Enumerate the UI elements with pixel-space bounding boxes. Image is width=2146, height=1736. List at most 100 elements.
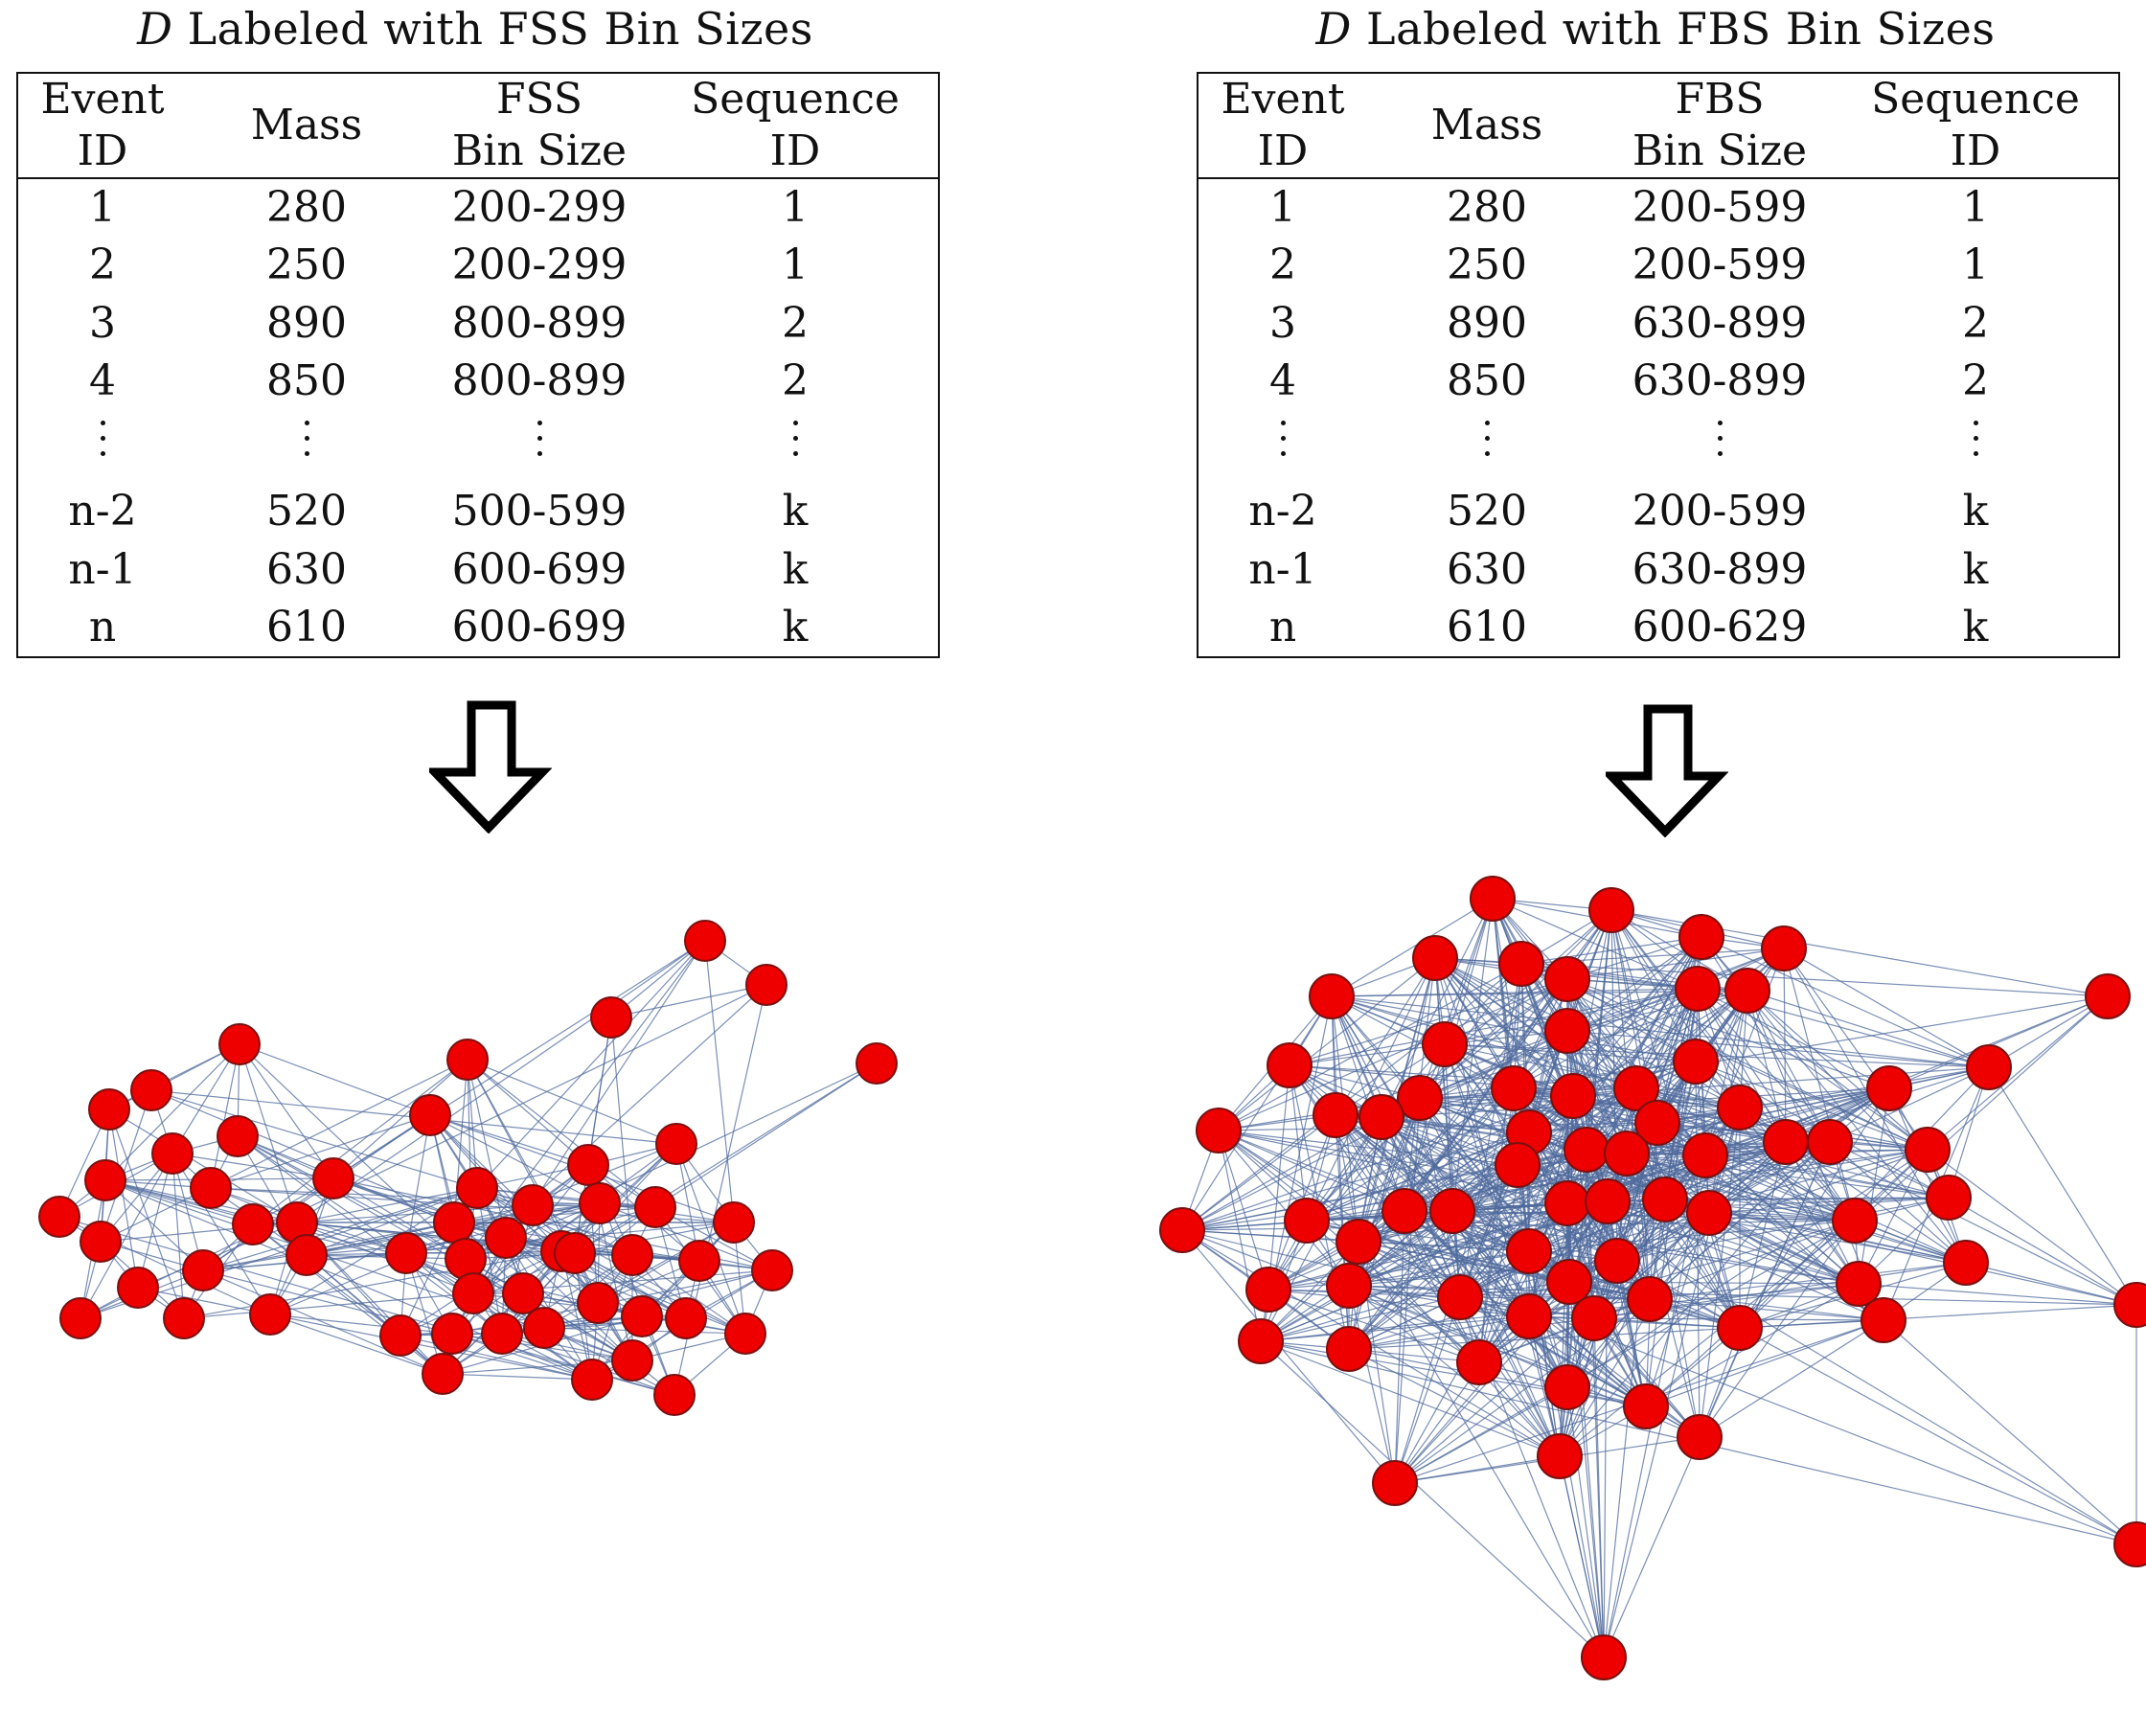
graph-node [502, 1272, 544, 1314]
graph-edge [1704, 1154, 1856, 1222]
graph-edge [1858, 1283, 2137, 1306]
fbs-table-title: D Labeled with FBS Bin Sizes [1194, 0, 2117, 57]
graph-edge [296, 940, 706, 1223]
graph-node [1761, 925, 1807, 971]
graph-edge [476, 1187, 503, 1335]
graph-edge [239, 1043, 431, 1116]
graph-node [655, 1123, 697, 1165]
graph-edge [269, 1313, 444, 1375]
graph-node [579, 1182, 621, 1224]
graph-edge [1739, 1327, 2137, 1545]
graph-edge [574, 1252, 746, 1335]
graph-node [634, 1186, 676, 1228]
graph-edge [1348, 1315, 1530, 1350]
graph-edge [1593, 1317, 1741, 1329]
graph-edge [1451, 1210, 1561, 1457]
graph-node [456, 1167, 498, 1209]
graph-edge [108, 1108, 139, 1289]
graph-node [1284, 1198, 1330, 1244]
graph-edge [1181, 1116, 1382, 1231]
graph-edge [1965, 1262, 2137, 1306]
graph-edge [1218, 1130, 1405, 1212]
graph-node [577, 1282, 619, 1324]
graph-edge [1181, 1114, 1336, 1231]
graph-node [1594, 1238, 1640, 1284]
graph-edge [1739, 1319, 1884, 1329]
table-row: n-2 520 500-599 k [17, 483, 939, 540]
graph-edge [704, 940, 735, 1223]
graph-edge [1335, 1114, 1480, 1363]
table-cell: 250 [266, 240, 347, 290]
graph-node [1585, 1178, 1631, 1224]
graph-edge [1434, 957, 2109, 997]
graph-node [713, 1201, 755, 1244]
table-cell: n-2 [68, 487, 137, 537]
table-row: n-1 630 600-699 k [17, 540, 939, 598]
header-line: FSS [495, 75, 583, 124]
graph-edge [1883, 1319, 2137, 1545]
graph-edge [631, 1254, 746, 1335]
graph-edge [654, 1206, 773, 1271]
graph-node [422, 1353, 464, 1395]
graph-edge [1218, 1130, 1518, 1166]
graph-node [433, 1201, 475, 1244]
graph-edge [1783, 948, 1856, 1222]
graph-node [571, 1359, 613, 1401]
graph-edge [1626, 1153, 1651, 1300]
graph-edge [1746, 990, 1831, 1143]
graph-edge [505, 1237, 633, 1361]
graph-edge [1568, 1212, 1710, 1283]
graph-edge [1695, 1061, 1929, 1151]
graph-edge [467, 1059, 677, 1145]
graph-node [84, 1159, 126, 1201]
graph-edge [574, 1222, 735, 1254]
graph-edge [1381, 1116, 1530, 1133]
graph-edge [1444, 1043, 1741, 1108]
graph-edge [1181, 995, 1333, 1231]
header-line: Sequence [691, 75, 900, 124]
table-cell: 250 [1447, 240, 1527, 290]
header-line: ID [769, 126, 821, 175]
graph-edge [1181, 1095, 1574, 1231]
graph-edge [202, 1222, 455, 1271]
graph-edge [1610, 909, 1741, 1108]
header-sequence-id: Sequence ID [1833, 73, 2119, 179]
vertical-ellipsis [1198, 410, 1367, 483]
graph-node [1604, 1131, 1650, 1176]
graph-edge [1746, 990, 1990, 1068]
table-row: n-1 630 630-899 k [1198, 540, 2119, 598]
graph-edge [451, 1333, 593, 1381]
graph-node [1544, 1008, 1590, 1054]
graph-edge [1459, 1296, 1561, 1457]
fbs-panel: D Labeled with FBS Bin Sizes Event ID Mas… [1194, 0, 2146, 658]
graph-node [1686, 1190, 1732, 1236]
graph-edge [1520, 963, 1929, 1151]
graph-node [1546, 1259, 1592, 1305]
table-header-row: Event ID Mass FBS Bin Size Sequence ID [1198, 73, 2119, 179]
graph-edge [1260, 1315, 1530, 1342]
header-bin-size: FSS Bin Size [426, 73, 652, 179]
graph-edge [1289, 1043, 1446, 1066]
graph-edge [1394, 1386, 1568, 1484]
table-cell: k [1962, 544, 1989, 594]
graph-edge [1331, 995, 1990, 1068]
graph-node [1196, 1108, 1242, 1154]
fbs-network-graph [1159, 876, 2146, 1680]
header-line: Sequence [1871, 75, 2080, 124]
graph-edge [1528, 1315, 1647, 1407]
graph-node [1381, 1188, 1427, 1234]
table-cell: n-1 [68, 544, 137, 594]
graph-node [1498, 941, 1544, 987]
graph-node [621, 1295, 663, 1337]
table-cell: 2 [782, 355, 809, 405]
graph-edge [453, 1206, 656, 1223]
graph-node [285, 1234, 328, 1276]
graph-node [218, 1023, 261, 1065]
graph-edge [108, 1108, 185, 1319]
graph-edge [1593, 1317, 1605, 1658]
vertical-ellipsis [17, 410, 187, 483]
table-row: 4 850 630-899 2 [1198, 353, 2119, 410]
ellipsis-row [1198, 410, 2119, 483]
graph-node [1634, 1100, 1680, 1146]
table-cell: k [782, 487, 809, 537]
